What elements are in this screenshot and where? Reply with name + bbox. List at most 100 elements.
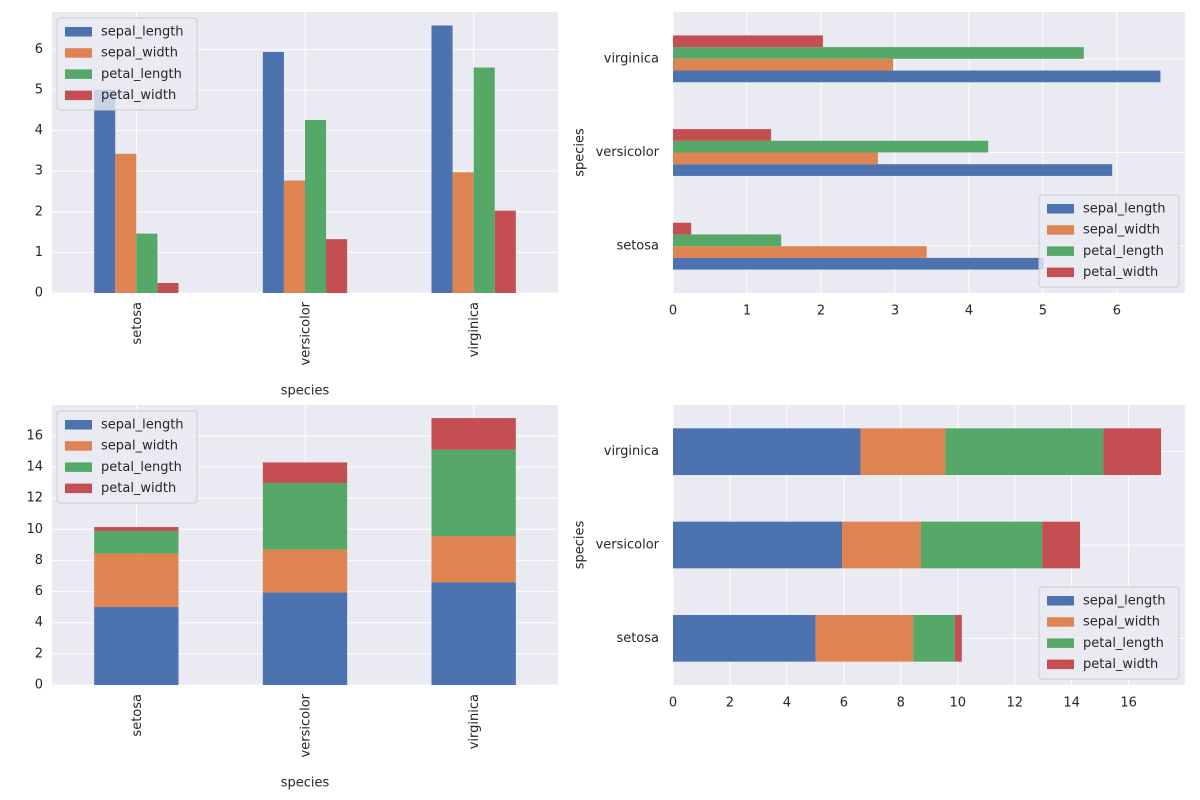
legend-label: petal_length [1083, 244, 1164, 259]
category-tick-label: virginica [467, 694, 482, 749]
value-tick-label: 6 [840, 696, 848, 711]
bar-setosa-sepal_length [94, 607, 179, 685]
bar-versicolor-petal_width [326, 239, 348, 293]
legend-label: sepal_width [1083, 223, 1160, 238]
bar-versicolor-petal_width [262, 462, 348, 484]
bar-versicolor-sepal_length [262, 51, 284, 293]
legend-swatch [1047, 246, 1074, 256]
bars [673, 428, 1162, 662]
value-tick-label: 6 [1113, 304, 1121, 319]
value-tick-label: 12 [1006, 696, 1023, 711]
legend-swatch [1047, 225, 1074, 235]
value-tick-label: 16 [1120, 696, 1137, 711]
bar-virginica-petal_length [945, 428, 1104, 475]
legend-swatch [65, 462, 92, 472]
value-tick-label: 2 [817, 304, 825, 319]
legend-label: petal_length [101, 460, 182, 475]
bar-versicolor-sepal_width [283, 180, 305, 293]
legend-label: sepal_length [1083, 202, 1166, 217]
value-tick-label: 6 [35, 42, 43, 57]
bar-virginica-petal_length [673, 47, 1084, 59]
category-tick-label: setosa [130, 694, 145, 737]
value-tick-label: 2 [35, 646, 43, 661]
legend-label: sepal_width [101, 439, 178, 454]
legend-frame [56, 17, 198, 111]
bar-virginica-petal_length [473, 67, 495, 293]
category-tick-labels: setosa versicolor virginica [596, 51, 660, 253]
value-tick-labels: 0 1 2 3 4 5 6 [35, 42, 43, 301]
legend-label: sepal_length [101, 25, 184, 40]
value-tick-label: 8 [897, 696, 905, 711]
bar-virginica-petal_width [431, 418, 516, 450]
legend-label: sepal_width [101, 46, 178, 61]
value-tick-label: 2 [35, 204, 43, 219]
legend-swatch [1047, 267, 1074, 278]
bar-versicolor-petal_length [673, 140, 989, 153]
chart-panel-3: 0 2 4 6 8 10 12 14 16 setosa versicolor virginica sp… [26, 405, 558, 791]
category-tick-labels: setosa versicolor virginica [130, 301, 482, 365]
bar-setosa-petal_length [913, 615, 955, 662]
value-tick-label: 5 [35, 82, 43, 97]
category-tick-label: versicolor [299, 301, 314, 365]
bar-setosa-petal_width [94, 527, 179, 531]
value-tick-label: 1 [743, 304, 751, 319]
legend-swatch [65, 483, 92, 494]
value-tick-label: 0 [669, 304, 677, 319]
value-tick-labels: 0 2 4 6 8 10 12 14 16 [669, 696, 1137, 711]
y-axis-label: species [573, 128, 588, 177]
bar-versicolor-petal_length [305, 120, 327, 293]
value-tick-label: 5 [1039, 304, 1047, 319]
value-tick-label: 14 [26, 459, 43, 474]
legend-label: sepal_width [1083, 615, 1160, 630]
value-tick-label: 0 [669, 696, 677, 711]
category-tick-label: setosa [616, 239, 659, 254]
bar-versicolor-sepal_length [673, 164, 1113, 176]
legend: sepal_length sepal_width petal_lengthpetal… [1038, 586, 1180, 680]
value-tick-label: 6 [35, 584, 43, 599]
bars [94, 418, 516, 685]
legend-label: sepal_length [101, 418, 184, 433]
bar-versicolor-sepal_length [262, 592, 348, 685]
value-tick-label: 4 [965, 304, 973, 319]
category-tick-labels: setosa versicolor virginica [596, 444, 660, 646]
value-tick-labels: 0 2 4 6 8 10 12 14 16 [26, 428, 43, 692]
legend-label: sepal_length [1083, 594, 1166, 609]
legend-label: petal_length [101, 67, 182, 82]
legend-label: petal_width [101, 481, 176, 496]
category-tick-label: versicolor [596, 538, 660, 553]
legend-swatch [1047, 617, 1074, 627]
bar-setosa-sepal_length [673, 615, 816, 662]
bar-virginica-petal_width [1103, 428, 1162, 475]
bar-setosa-petal_length [94, 530, 179, 554]
bar-setosa-sepal_width [94, 553, 179, 608]
bar-setosa-sepal_width [115, 153, 137, 293]
value-tick-label: 1 [35, 245, 43, 260]
category-tick-label: setosa [130, 302, 145, 345]
bar-virginica-sepal_width [452, 172, 474, 293]
value-tick-label: 8 [35, 553, 43, 568]
bar-setosa-petal_length [136, 233, 158, 293]
value-tick-label: 10 [26, 522, 43, 537]
category-tick-label: virginica [604, 444, 659, 459]
bar-setosa-petal_width [673, 222, 692, 235]
legend-swatch [65, 69, 92, 79]
legend-label: petal_width [1083, 265, 1158, 280]
value-tick-label: 12 [26, 491, 43, 506]
bar-versicolor-petal_width [673, 129, 772, 141]
legend: sepal_length sepal_width petal_lengthpetal… [56, 17, 198, 111]
value-tick-label: 4 [783, 696, 791, 711]
value-tick-label: 14 [1063, 696, 1080, 711]
bar-setosa-petal_width [157, 283, 179, 293]
value-tick-label: 4 [35, 123, 43, 138]
legend-swatch [1047, 204, 1074, 214]
legend-label: petal_length [1083, 636, 1164, 651]
legend: sepal_length sepal_width petal_lengthpetal… [56, 410, 198, 504]
legend-label: petal_width [1083, 657, 1158, 672]
bar-virginica-petal_length [431, 449, 516, 537]
legend-swatch [65, 27, 92, 37]
bar-versicolor-sepal_width [673, 152, 878, 165]
bar-versicolor-petal_length [262, 483, 348, 550]
value-tick-label: 0 [35, 286, 43, 301]
bar-virginica-sepal_length [431, 582, 516, 685]
value-tick-label: 0 [35, 678, 43, 693]
